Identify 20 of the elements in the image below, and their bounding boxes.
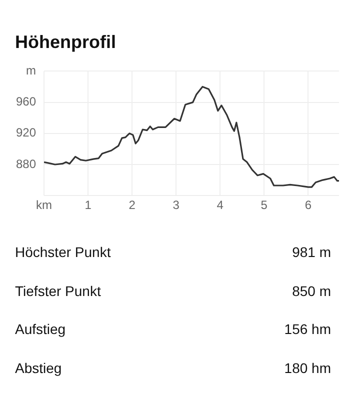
y-tick-label: m	[26, 64, 36, 78]
x-tick-label: 1	[84, 198, 92, 212]
text: 180 hm	[284, 360, 331, 378]
text: 981 m	[292, 244, 331, 262]
x-tick-label: 4	[216, 198, 224, 212]
x-tick-label: km	[36, 198, 52, 212]
chart-title: Höhenprofil	[15, 32, 116, 53]
x-tick-label: 2	[128, 198, 136, 212]
y-tick-label: 960	[16, 94, 36, 109]
x-tick-label: 5	[260, 198, 268, 212]
y-tick-label: 920	[16, 126, 36, 140]
text: Höchster Punkt	[15, 244, 111, 262]
text: Abstieg	[15, 360, 62, 378]
text: Aufstieg	[15, 321, 66, 340]
x-tick-label: 6	[304, 198, 312, 212]
y-tick-label: 880	[16, 156, 36, 171]
text: Tiefster Punkt	[15, 282, 101, 301]
x-tick-label: 3	[172, 198, 180, 212]
text: 156 hm	[284, 321, 331, 340]
text: 850 m	[292, 282, 331, 301]
